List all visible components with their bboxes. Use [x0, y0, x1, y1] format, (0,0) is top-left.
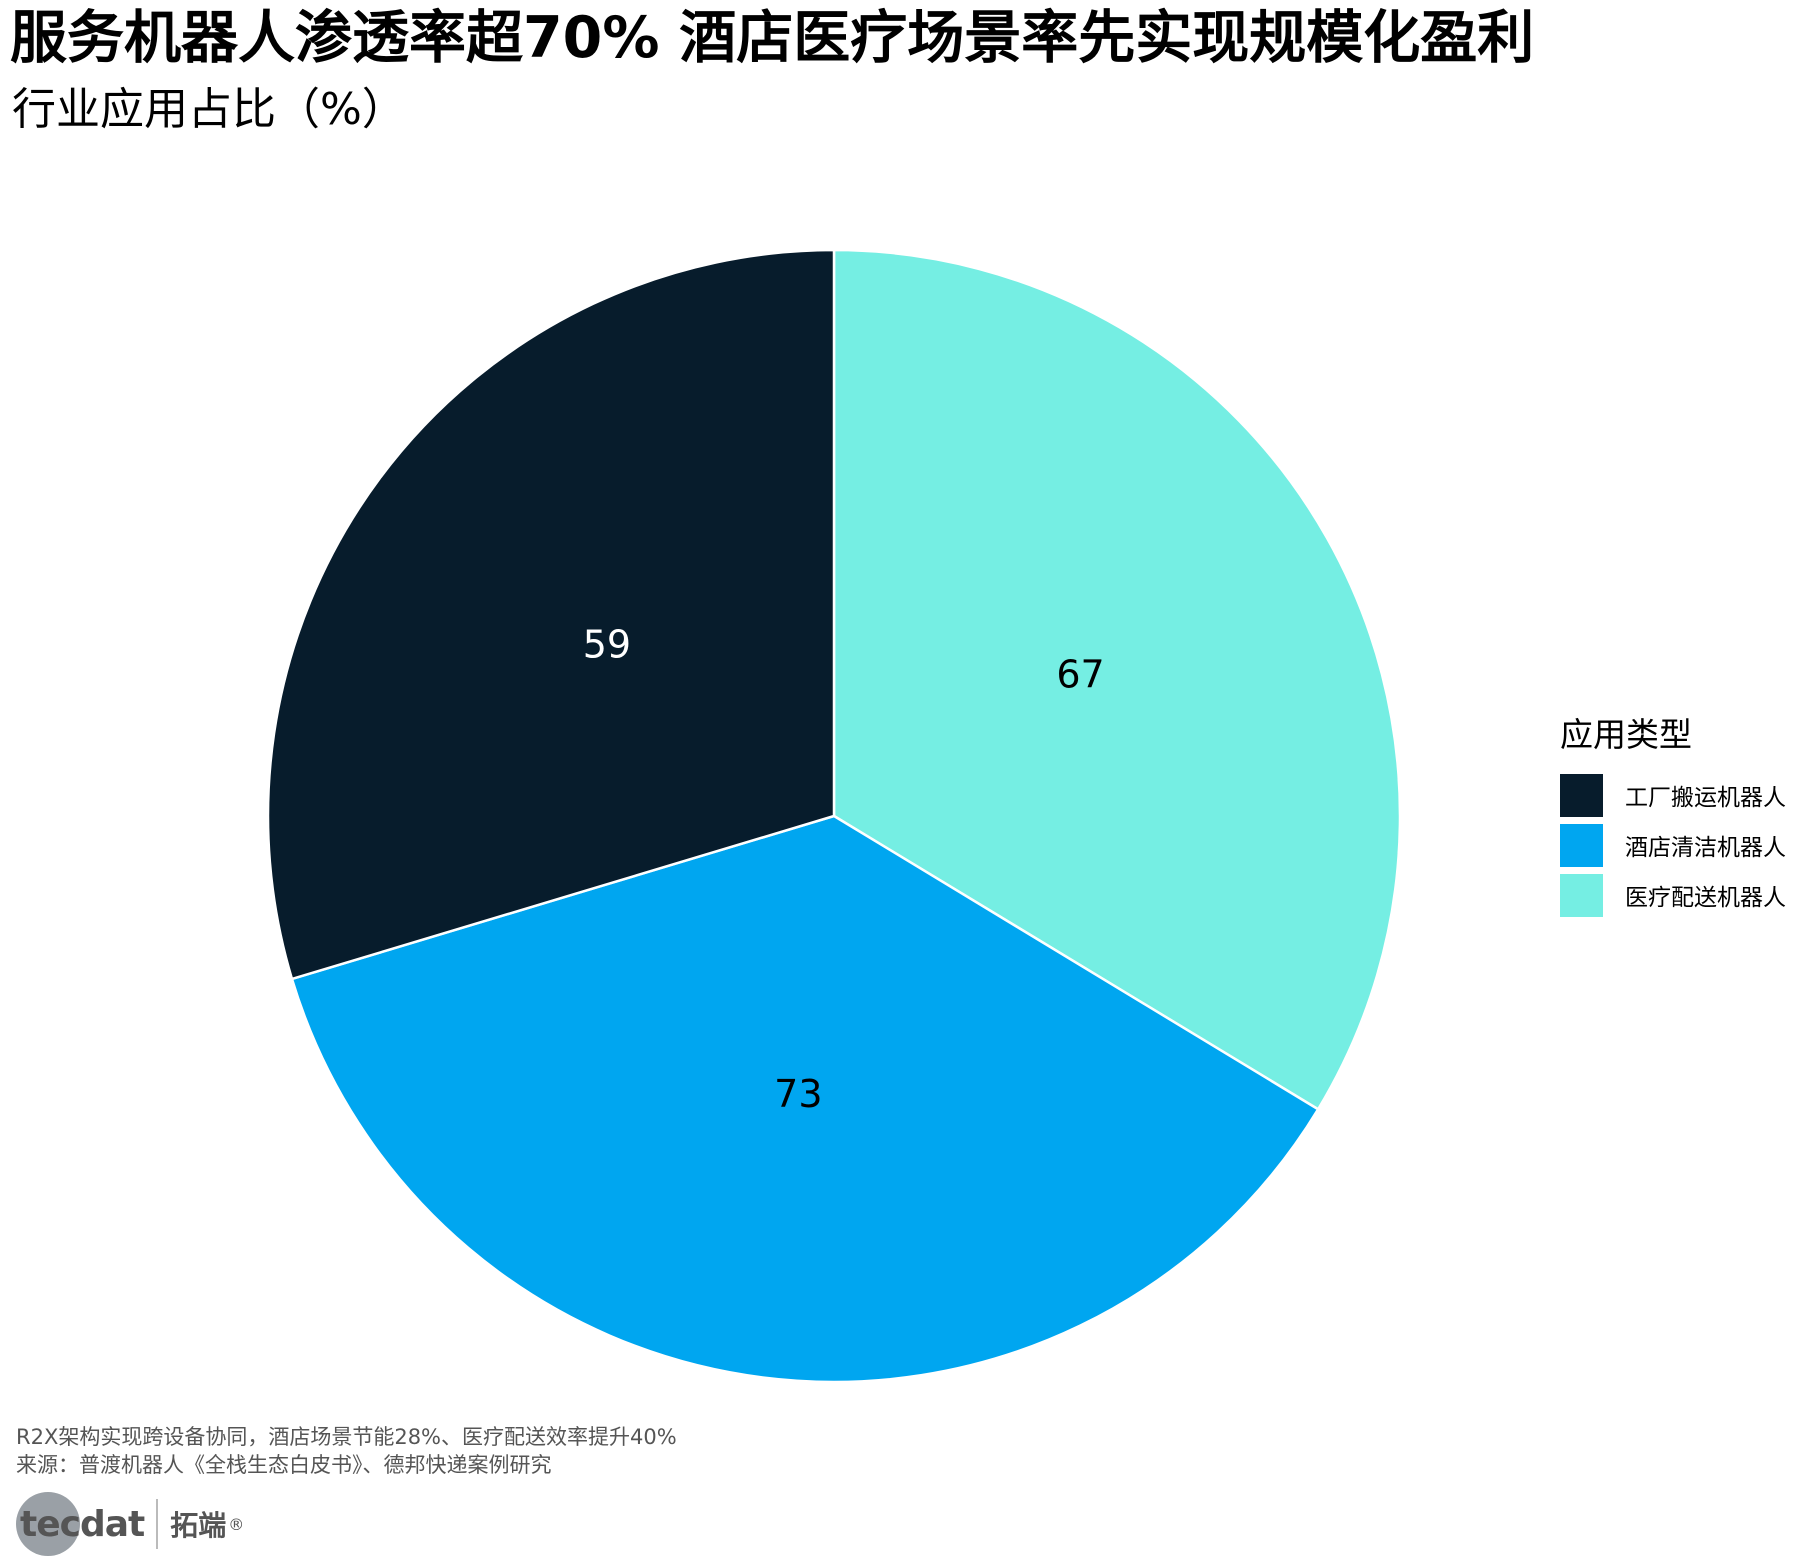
legend: 应用类型 工厂搬运机器人 酒店清洁机器人 医疗配送机器人: [1560, 712, 1810, 920]
slice-label-medical: 67: [1056, 653, 1104, 697]
legend-item-medical: 医疗配送机器人: [1560, 870, 1810, 920]
legend-label: 酒店清洁机器人: [1625, 835, 1786, 861]
logo-circle-icon: [16, 1492, 80, 1556]
pie-slice-hotel: [290, 814, 1320, 1384]
logo-text: tecdat: [20, 1503, 145, 1545]
brand-logo: tecdat 拓端 ®: [16, 1490, 244, 1558]
logo-registered-mark: ®: [228, 1514, 245, 1534]
chart-subtitle: 行业应用占比（%）: [12, 84, 406, 135]
footnote: R2X架构实现跨设备协同，酒店场景节能28%、医疗配送效率提升40%: [16, 1425, 677, 1449]
chart-title: 服务机器人渗透率超70% 酒店医疗场景率先实现规模化盈利: [10, 5, 1535, 71]
legend-item-factory: 工厂搬运机器人: [1560, 770, 1810, 820]
legend-title: 应用类型: [1560, 715, 1692, 754]
pie-slice-medical: [832, 248, 1402, 1111]
legend-item-hotel: 酒店清洁机器人: [1560, 820, 1810, 870]
slice-label-factory: 59: [583, 623, 631, 667]
source-note: 来源：普渡机器人《全栈生态白皮书》、德邦快递案例研究: [16, 1453, 552, 1477]
legend-swatch: [1560, 823, 1603, 867]
legend-label: 医疗配送机器人: [1625, 885, 1786, 911]
logo-divider: [156, 1499, 159, 1549]
legend-label: 工厂搬运机器人: [1625, 785, 1786, 811]
legend-swatch: [1560, 873, 1603, 917]
logo-cn-text: 拓端: [170, 1509, 227, 1542]
slice-label-hotel: 73: [774, 1072, 822, 1116]
legend-swatch: [1560, 773, 1603, 817]
pie-slice-factory: [266, 248, 836, 981]
